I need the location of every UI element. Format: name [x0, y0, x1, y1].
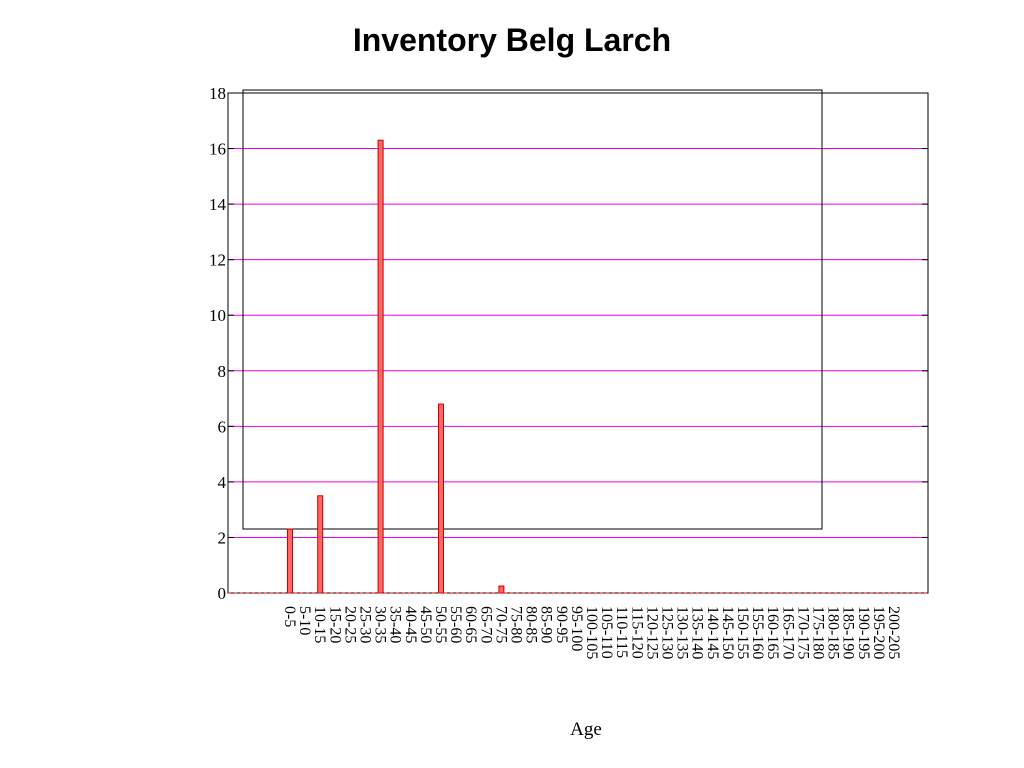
y-tick-label: 2: [218, 528, 227, 547]
x-tick-label: 160-165: [764, 606, 781, 659]
y-tick-label: 8: [218, 362, 227, 381]
chart-title: Inventory Belg Larch: [352, 22, 672, 58]
bar: [498, 585, 505, 594]
x-tick-label: 145-150: [719, 606, 736, 659]
y-tick-label: 10: [209, 306, 226, 325]
x-tick-label: 180-185: [825, 606, 842, 659]
x-tick-label: 125-130: [659, 606, 676, 659]
x-tick-label: 80-85: [523, 606, 540, 643]
x-tick-label: 30-35: [372, 606, 389, 643]
x-tick-label: 45-50: [417, 606, 434, 643]
x-tick-label: 15-20: [326, 606, 343, 643]
plot-frame: [227, 92, 929, 594]
y-tick-label: 4: [218, 473, 227, 492]
bar: [317, 495, 324, 594]
x-tick-label: 35-40: [387, 606, 404, 643]
x-tick-label: 0-5: [281, 606, 298, 627]
x-tick-label: 195-200: [870, 606, 887, 659]
x-tick-label: 70-75: [492, 606, 509, 643]
x-tick-label: 75-80: [508, 606, 525, 643]
x-tick-label: 140-145: [704, 606, 721, 659]
x-tick-label: 5-10: [296, 606, 313, 635]
x-tick-label: 175-180: [810, 606, 827, 659]
x-tick-label: 100-105: [583, 606, 600, 659]
x-tick-label: 25-30: [357, 606, 374, 643]
x-tick-label: 200-205: [885, 606, 902, 659]
x-tick-label: 120-125: [643, 606, 660, 659]
x-tick-label: 65-70: [477, 606, 494, 643]
x-tick-label: 40-45: [402, 606, 419, 643]
bar: [377, 139, 384, 594]
x-tick-label: 165-170: [779, 606, 796, 659]
bar: [438, 403, 444, 594]
x-tick-label: 85-90: [538, 606, 555, 643]
x-tick-label: 155-160: [749, 606, 766, 659]
x-tick-label: 110-115: [613, 606, 630, 658]
x-tick-label: 10-15: [311, 606, 328, 643]
bar: [287, 528, 293, 594]
x-axis-label: Age: [570, 719, 602, 740]
y-tick-label: 12: [209, 251, 226, 270]
x-tick-label: 185-190: [840, 606, 857, 659]
x-tick-label: 105-110: [598, 606, 615, 659]
x-tick-label: 190-195: [855, 606, 872, 659]
y-tick-label: 18: [209, 84, 226, 103]
x-tick-label: 20-25: [341, 606, 358, 643]
y-tick-label: 0: [218, 584, 227, 603]
y-tick-label: 6: [218, 417, 227, 436]
x-tick-label: 60-65: [462, 606, 479, 643]
legend-box: [242, 89, 823, 530]
y-tick-label: 16: [209, 140, 226, 159]
x-tick-label: 115-120: [628, 606, 645, 659]
x-tick-label: 150-155: [734, 606, 751, 659]
x-tick-label: 130-135: [674, 606, 691, 659]
x-tick-label: 55-60: [447, 606, 464, 643]
x-tick-label: 50-55: [432, 606, 449, 643]
x-tick-label: 135-140: [689, 606, 706, 659]
x-tick-label: 170-175: [794, 606, 811, 659]
x-tick-label: 90-95: [553, 606, 570, 643]
y-tick-label: 14: [209, 195, 227, 214]
x-tick-label: 95-100: [568, 606, 585, 651]
